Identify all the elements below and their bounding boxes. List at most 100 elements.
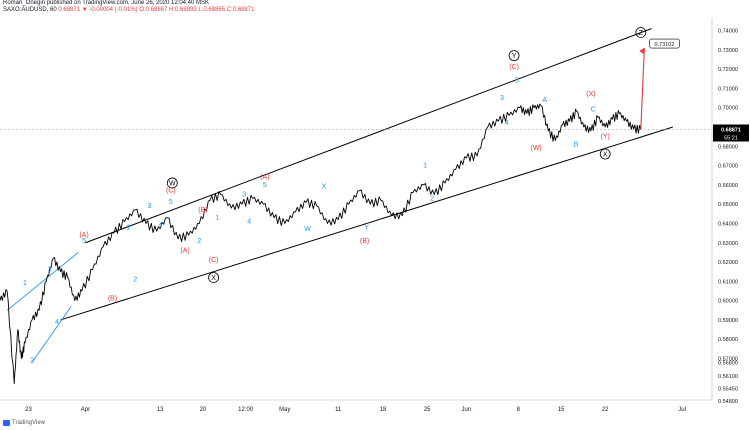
price-tick-label: 0.56800 [718, 360, 738, 366]
wave-label: 5 [263, 182, 267, 189]
brand-label: TradingView [12, 420, 46, 426]
time-tick-label: 25 [424, 407, 431, 413]
wave-label: 2 [30, 357, 34, 364]
footer: TradingView [3, 420, 45, 426]
time-tick-label: 13 [157, 407, 164, 413]
price-tick-label: 0.64000 [718, 221, 738, 227]
time-tick-label: May [279, 407, 290, 413]
circled-wave-label: X [599, 148, 611, 160]
time-tick-label: 20 [200, 407, 207, 413]
wave-label: 4 [247, 218, 251, 225]
wave-label: (C) [209, 257, 219, 264]
price-tick-label: 0.72000 [718, 67, 738, 73]
wave-label: C [591, 107, 596, 114]
price-tick-label: 0.55450 [718, 386, 738, 392]
circle-marker [508, 50, 520, 62]
time-tick-label: 8 [517, 407, 521, 413]
wave-label: X [322, 184, 327, 191]
time-tick-label: Apr [81, 407, 90, 413]
price-tick-label: 0.71000 [718, 86, 738, 92]
time-axis[interactable]: 23 Apr 13 20 12:00 May 11 18 25 Jun 8 15 22 Jul [0, 399, 712, 413]
price-tick-label: 0.57000 [718, 357, 738, 363]
lower-channel-line[interactable] [60, 126, 673, 321]
circled-wave-label: Y [508, 50, 520, 62]
wave-label: 1 [23, 280, 27, 287]
time-tick-label: 23 [25, 407, 32, 413]
time-tick-label: 18 [380, 407, 387, 413]
circle-marker [599, 148, 611, 160]
wave-label: (A) [180, 247, 189, 254]
circled-wave-label: X [208, 272, 220, 283]
wave-label: (B) [108, 296, 117, 303]
symbol-info: SAXO:AUDUSD, 60 0.68871 ▼ -0.00004 (-0.0… [3, 7, 254, 14]
wave-label: (A) [260, 174, 269, 181]
wave-label: Y [364, 224, 369, 231]
current-price-tag: 0.68871 55:21 [713, 124, 749, 142]
price-tick-label: 0.60000 [718, 299, 738, 305]
wave-label: 3 [500, 95, 504, 102]
countdown-tag-bg [713, 133, 749, 142]
early-channel-upper[interactable] [6, 252, 79, 311]
wave-label: B [574, 141, 579, 148]
target-price-label: 0.73102 [649, 38, 680, 49]
wave-label: (A) [79, 232, 88, 239]
wave-label: 5 [515, 78, 519, 85]
plot-area[interactable]: 0.7310212345(A)12(B)345(C)(A)(B)12(C)345… [0, 27, 712, 385]
ohlc-values: 0.68871 ▼ -0.00004 (-0.01%) O:0.68867 H:… [58, 7, 255, 13]
wave-label: 4 [158, 222, 162, 229]
symbol: SAXO:AUDUSD, 60 [3, 7, 57, 13]
price-tick-label: 0.67000 [718, 164, 738, 170]
tradingview-logo-icon [3, 420, 10, 426]
circle-marker [635, 27, 647, 38]
price-tick-label: 0.59000 [718, 318, 738, 324]
wave-label: 1 [423, 163, 427, 170]
early-channel-lower[interactable] [31, 306, 72, 363]
time-tick-label: 15 [558, 407, 565, 413]
circle-marker-text: X [603, 152, 608, 159]
wave-label: 2 [197, 238, 201, 245]
price-tick-label: 0.54800 [718, 399, 738, 405]
wave-label: 5 [82, 238, 86, 245]
wave-label: 4 [55, 319, 59, 326]
current-price-tag-bg [713, 124, 749, 134]
wave-label: A [542, 97, 547, 104]
wave-label: (Y) [601, 134, 610, 141]
target-price-box [649, 38, 680, 49]
circled-wave-label: W [166, 177, 178, 189]
price-tick-label: 0.63000 [718, 241, 738, 247]
wave-label: (C) [166, 188, 176, 195]
time-tick-label: 22 [602, 407, 609, 413]
circle-marker [208, 272, 220, 283]
wave-label: 3 [48, 267, 52, 274]
wave-label: (X) [586, 91, 595, 98]
projection-line[interactable] [640, 47, 645, 130]
wave-label: 3 [148, 203, 152, 210]
circle-marker-text: W [169, 180, 176, 187]
wave-label: (C) [509, 64, 519, 71]
wave-label: 1 [126, 224, 130, 231]
wave-label: (W) [530, 145, 541, 152]
price-tick-label: 0.58000 [718, 337, 738, 343]
circled-wave-label: Z [635, 27, 647, 38]
upper-channel-line[interactable] [85, 28, 652, 244]
price-tick-label: 0.74000 [718, 29, 738, 35]
price-tick-label: 0.73000 [718, 48, 738, 54]
time-tick-label: Jul [678, 407, 686, 413]
wave-label: (B) [360, 238, 369, 245]
time-tick-label: 12:00 [238, 407, 254, 413]
wave-label: 2 [430, 195, 434, 202]
price-tick-label: 0.68000 [718, 144, 738, 150]
current-price-tag-text: 0.68871 [721, 127, 741, 133]
price-axis[interactable]: 0.740000.730000.720000.710000.700000.690… [711, 18, 749, 405]
wave-label: 2 [133, 276, 137, 283]
wave-label: W [304, 226, 311, 233]
projection-arrowhead [639, 47, 645, 54]
price-tick-label: 0.56100 [718, 374, 738, 380]
circle-marker-text: Z [639, 30, 644, 37]
price-series-line[interactable] [0, 103, 642, 385]
price-tick-label: 0.61000 [718, 279, 738, 285]
wave-label: 3 [242, 191, 246, 198]
time-tick-label: Jun [462, 407, 472, 413]
wave-label: (B) [198, 207, 207, 214]
